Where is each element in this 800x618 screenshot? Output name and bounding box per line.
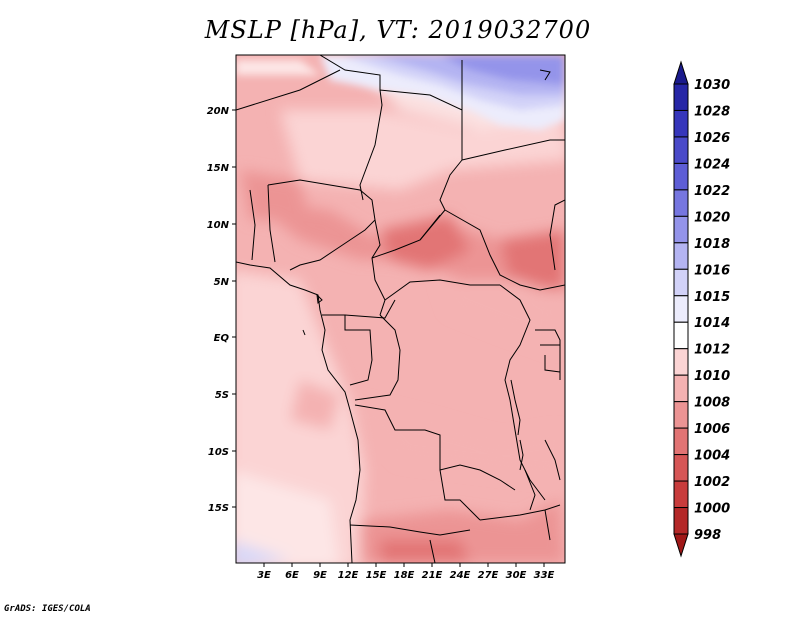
- colorbar-segment: [673, 507, 689, 535]
- colorbar-segment: [673, 109, 689, 138]
- y-tick-label: EQ: [214, 333, 230, 344]
- grads-credit: GrADS: IGES/COLA: [4, 604, 91, 614]
- x-tick-label: 21E: [422, 570, 443, 581]
- colorbar-segment: [673, 242, 689, 270]
- y-tick-labels: 20N 15N 10N 5N EQ 5S 10S 15S: [207, 106, 230, 514]
- x-axis: [263, 563, 545, 567]
- colorbar-segment: [673, 136, 689, 164]
- colorbar-label: 1016: [694, 263, 730, 278]
- colorbar-segment: [673, 374, 689, 403]
- pressure-field: [236, 55, 565, 563]
- colorbar-label: 1012: [694, 343, 730, 358]
- colorbar-top-arrow: [673, 60, 689, 85]
- colorbar-segment: [673, 454, 689, 482]
- colorbar-segment: [673, 83, 689, 111]
- y-tick-label: 5S: [215, 390, 229, 401]
- colorbar-segment: [673, 480, 689, 509]
- colorbar-label: 1026: [694, 131, 730, 146]
- map-title: MSLP [hPa], VT: 2019032700: [204, 16, 592, 44]
- colorbar-label: 1014: [694, 316, 730, 331]
- y-tick-label: 20N: [207, 106, 230, 117]
- x-tick-label: 15E: [366, 570, 387, 581]
- colorbar-label: 1015: [694, 290, 730, 305]
- colorbar-segment: [673, 348, 689, 376]
- x-tick-label: 33E: [534, 570, 555, 581]
- colorbar-segment: [673, 215, 689, 244]
- colorbar-label: 1002: [694, 475, 730, 490]
- x-tick-label: 9E: [313, 570, 327, 581]
- colorbar-segment: [673, 268, 689, 297]
- colorbar-segment: [673, 401, 689, 429]
- x-tick-label: 12E: [338, 570, 359, 581]
- colorbar-bottom-arrow: [673, 533, 689, 558]
- y-tick-label: 15N: [207, 163, 230, 174]
- colorbar-label: 1024: [694, 157, 730, 172]
- y-tick-label: 10N: [207, 220, 230, 231]
- x-tick-label: 24E: [450, 570, 471, 581]
- colorbar-segment: [673, 295, 689, 323]
- colorbar-label: 1020: [694, 210, 730, 225]
- colorbar-label: 1028: [694, 104, 730, 119]
- x-tick-label: 3E: [257, 570, 271, 581]
- x-tick-label: 27E: [478, 570, 499, 581]
- colorbar-label: 1010: [694, 369, 730, 384]
- colorbar-segment: [673, 162, 689, 191]
- colorbar-label: 1006: [694, 422, 730, 437]
- colorbar-label: 1030: [694, 78, 730, 93]
- map-frame: [235, 54, 566, 564]
- colorbar-label: 998: [694, 528, 721, 543]
- colorbar-label: 1008: [694, 396, 730, 411]
- y-tick-label: 15S: [208, 503, 229, 514]
- x-tick-label: 18E: [394, 570, 415, 581]
- y-axis: [232, 109, 236, 508]
- colorbar-label: 1018: [694, 237, 730, 252]
- x-tick-labels: 3E 6E 9E 12E 15E 18E 21E 24E 27E 30E 33E: [257, 570, 554, 581]
- colorbar-label: 1000: [694, 502, 730, 517]
- colorbar-segment: [673, 321, 689, 350]
- y-tick-label: 10S: [208, 447, 229, 458]
- x-tick-label: 30E: [506, 570, 527, 581]
- country-borders: [236, 55, 565, 563]
- colorbar-label: 1004: [694, 449, 730, 464]
- colorbar-segment: [673, 427, 689, 456]
- colorbar-segment: [673, 189, 689, 217]
- y-tick-label: 5N: [214, 277, 230, 288]
- colorbar: 1030 1028 1026 1024 1022 1020 1018 1016 1015 1014…: [673, 60, 730, 558]
- x-tick-label: 6E: [285, 570, 299, 581]
- colorbar-label: 1022: [694, 184, 730, 199]
